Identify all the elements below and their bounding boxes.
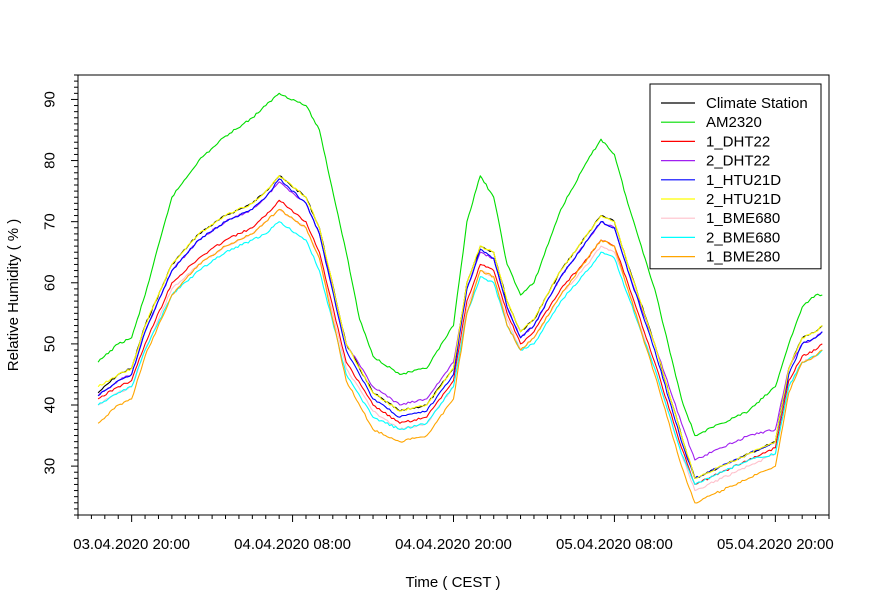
y-tick-label: 70 xyxy=(42,213,59,230)
x-tick-label: 04.04.2020 20:00 xyxy=(395,536,512,553)
x-axis-title: Time ( CEST ) xyxy=(405,574,500,591)
series-line-1-bme680 xyxy=(97,208,823,492)
legend-box xyxy=(649,83,822,270)
legend-label-1-bme680: 1_BME680 xyxy=(706,210,780,227)
y-tick-label: 80 xyxy=(42,152,59,169)
legend-label-1-bme280: 1_BME280 xyxy=(706,249,780,266)
series-line-am2320 xyxy=(97,92,823,437)
legend-label-climate-station: Climate Station xyxy=(706,95,808,112)
series-line-2-htu21d xyxy=(97,175,823,479)
x-tick-label: 04.04.2020 08:00 xyxy=(234,536,351,553)
x-tick-label: 05.04.2020 20:00 xyxy=(717,536,834,553)
y-axis: 30 40 50 60 70 80 90 xyxy=(42,74,78,516)
x-axis: 03.04.2020 20:00 04.04.2020 08:00 04.04.20… xyxy=(73,515,834,553)
legend-label-1-htu21d: 1_HTU21D xyxy=(706,172,781,189)
y-tick-label: 40 xyxy=(42,397,59,414)
legend-label-am2320: AM2320 xyxy=(706,114,762,131)
legend-label-2-htu21d: 2_HTU21D xyxy=(706,191,781,208)
x-tick-label: 03.04.2020 20:00 xyxy=(73,536,190,553)
x-tick-label: 05.04.2020 08:00 xyxy=(556,536,673,553)
legend: Climate Station AM2320 1_DHT22 2_DHT22 1_HTU… xyxy=(649,83,822,270)
legend-label-2-bme680: 2_BME680 xyxy=(706,229,780,246)
legend-label-1-dht22: 1_DHT22 xyxy=(706,133,770,150)
y-tick-label: 90 xyxy=(42,91,59,108)
y-tick-label: 30 xyxy=(42,458,59,475)
series-line-1-bme280 xyxy=(97,208,823,504)
series-layer xyxy=(97,92,823,504)
y-tick-label: 60 xyxy=(42,274,59,291)
legend-label-2-dht22: 2_DHT22 xyxy=(706,153,770,170)
y-axis-title: Relative Humidity ( % ) xyxy=(5,219,22,372)
y-tick-label: 50 xyxy=(42,336,59,353)
